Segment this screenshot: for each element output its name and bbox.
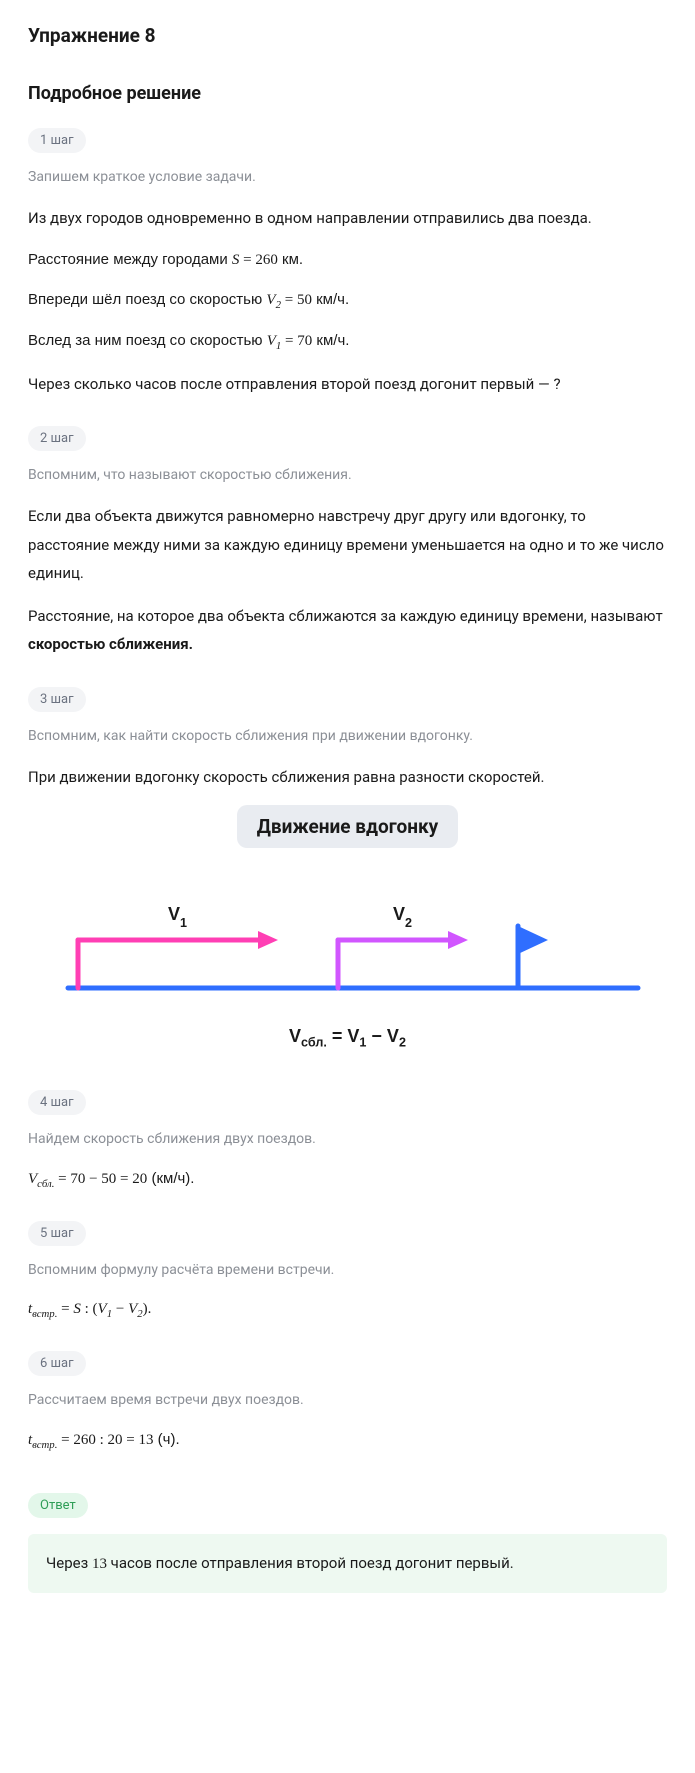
step-subtitle: Запишем краткое условие задачи. <box>28 167 667 188</box>
svg-text:V1: V1 <box>168 904 187 930</box>
math-line: Вслед за ним поезд со скоростью V1 = 70 … <box>28 328 667 355</box>
step-block: 3 шаг Вспомним, как найти скорость сближе… <box>28 687 667 1050</box>
step-block: 1 шаг Запишем краткое условие задачи. Из д… <box>28 128 667 398</box>
step-badge: 1 шаг <box>28 128 86 153</box>
step-block: 4 шаг Найдем скорость сближения двух поез… <box>28 1090 667 1193</box>
step-block: 5 шаг Вспомним формулу расчёта времени вс… <box>28 1221 667 1323</box>
math-line: tвстр. = S : (V1 − V2). <box>28 1297 667 1323</box>
step-subtitle: Вспомним, что называют скоростью сближен… <box>28 465 667 486</box>
math-line: Vсбл. = 70 − 50 = 20 (км/ч). <box>28 1166 667 1193</box>
step-subtitle: Вспомним формулу расчёта времени встречи… <box>28 1260 667 1281</box>
step-badge: 2 шаг <box>28 426 86 451</box>
answer-badge: Ответ <box>28 1493 88 1518</box>
section-title: Подробное решение <box>28 83 667 104</box>
step-subtitle: Найдем скорость сближения двух поездов. <box>28 1129 667 1150</box>
diagram: Движение вдогонку V1 V2 Vсбл. = V1 − V2 <box>28 805 667 1050</box>
step-block: 2 шаг Вспомним, что называют скоростью сб… <box>28 426 667 659</box>
math-line: Впереди шёл поезд со скоростью V2 = 50 к… <box>28 287 667 314</box>
body-text: Если два объекта движутся равномерно нав… <box>28 502 667 588</box>
math-line: tвстр. = 260 : 20 = 13 (ч). <box>28 1427 667 1454</box>
step-badge: 5 шаг <box>28 1221 86 1246</box>
step-block: 6 шаг Рассчитаем время встречи двух поезд… <box>28 1351 667 1454</box>
body-text: При движении вдогонку скорость сближения… <box>28 763 667 792</box>
body-text: Из двух городов одновременно в одном нап… <box>28 204 667 233</box>
diagram-title: Движение вдогонку <box>237 805 458 848</box>
math-line: Расстояние между городами S = 260 км. <box>28 247 667 274</box>
page-title: Упражнение 8 <box>28 24 667 47</box>
step-badge: 6 шаг <box>28 1351 86 1376</box>
answer-block: Ответ Через 13 часов после отправления в… <box>28 1483 667 1593</box>
step-subtitle: Вспомним, как найти скорость сближения п… <box>28 726 667 747</box>
diagram-formula: Vсбл. = V1 − V2 <box>28 1026 667 1050</box>
answer-box: Через 13 часов после отправления второй … <box>28 1534 667 1593</box>
step-badge: 3 шаг <box>28 687 86 712</box>
body-text: Расстояние, на которое два объекта сближ… <box>28 602 667 659</box>
body-text: Через сколько часов после отправления вт… <box>28 370 667 399</box>
step-badge: 4 шаг <box>28 1090 86 1115</box>
step-subtitle: Рассчитаем время встречи двух поездов. <box>28 1390 667 1411</box>
svg-text:V2: V2 <box>393 904 412 930</box>
diagram-svg: V1 V2 <box>48 878 648 1008</box>
